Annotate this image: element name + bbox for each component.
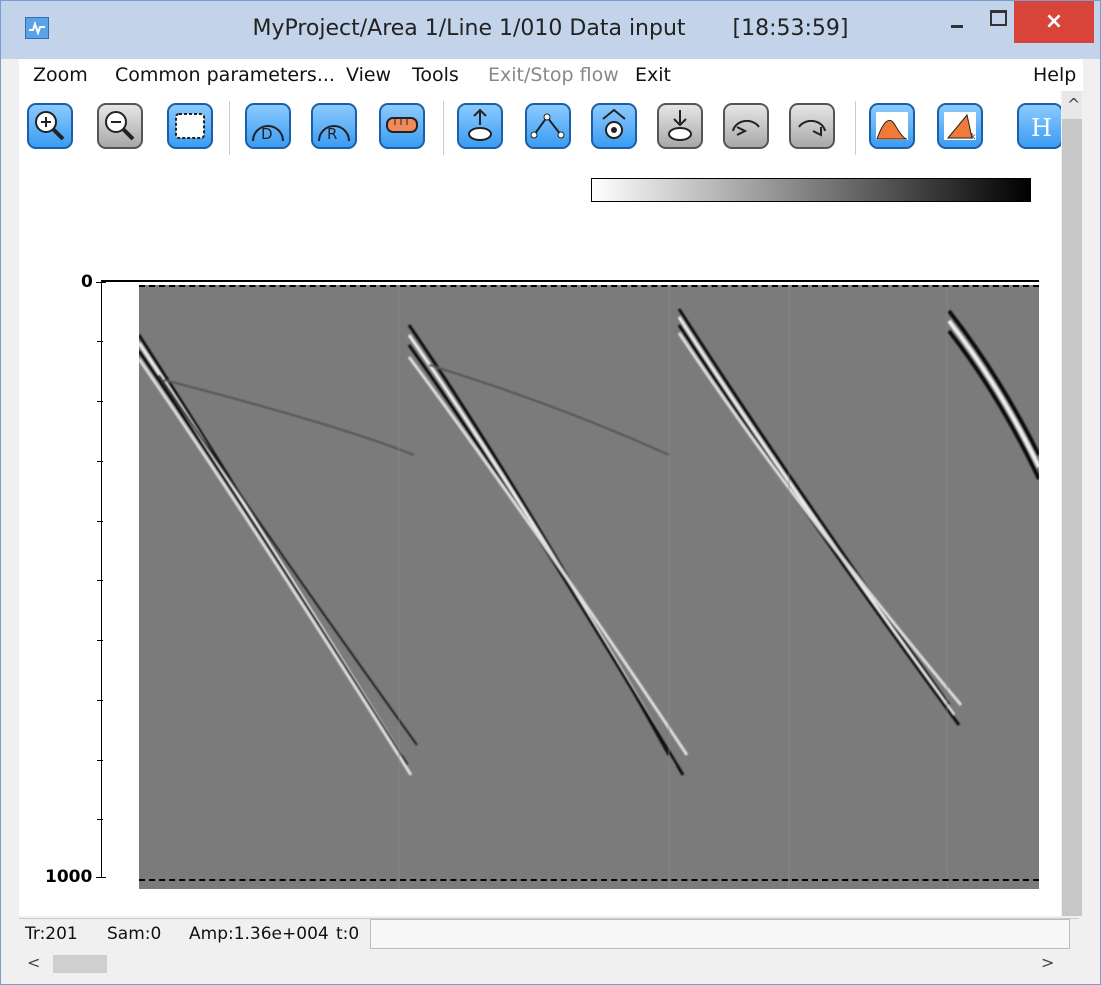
db-download-icon xyxy=(668,110,692,141)
menu-tools[interactable]: Tools xyxy=(412,64,459,86)
spectrum-button[interactable] xyxy=(869,103,915,149)
y-axis-tick xyxy=(97,700,103,701)
y-axis-tick xyxy=(97,341,103,342)
gear-pick-icon xyxy=(602,108,626,139)
header-icon: H xyxy=(1031,114,1052,142)
undo-icon xyxy=(732,119,760,136)
scroll-left-icon[interactable]: < xyxy=(27,953,41,972)
seismic-plot[interactable]: 0 1000 xyxy=(19,169,1061,916)
r-arc-button[interactable]: R xyxy=(311,103,357,149)
zoom-in-button[interactable] xyxy=(27,103,73,149)
window-title-time: [18:53:59] xyxy=(732,16,849,41)
time-end-marker xyxy=(139,879,1039,881)
status-time: t:0 xyxy=(336,924,360,944)
menu-help[interactable]: Help xyxy=(1033,64,1077,86)
status-bar: Tr:201 Sam:0 Amp:1.36e+004 t:0 xyxy=(19,918,1079,951)
spectrum-icon xyxy=(876,112,908,140)
zoom-in-icon xyxy=(35,111,65,141)
plot-top-border xyxy=(101,280,1039,282)
select-area-icon xyxy=(175,113,205,139)
menu-view[interactable]: View xyxy=(346,64,392,86)
y-axis-tick xyxy=(97,640,103,641)
seismic-image[interactable] xyxy=(139,285,1039,889)
d-arc-button[interactable]: D xyxy=(245,103,291,149)
y-axis-tick xyxy=(97,760,103,761)
toolbar: D R k xyxy=(19,91,1061,169)
d-arc-icon: D xyxy=(252,125,284,143)
window-title: MyProject/Area 1/Line 1/010 Data input [… xyxy=(1,16,1100,41)
y-axis-tick xyxy=(97,521,103,522)
db-download-button[interactable] xyxy=(657,103,703,149)
y-axis-tick xyxy=(97,401,103,402)
status-amplitude: Amp:1.36e+004 xyxy=(189,924,329,944)
y-axis xyxy=(101,282,102,877)
svg-text:H: H xyxy=(1031,114,1052,142)
y-axis-tick xyxy=(97,580,103,581)
undo-button[interactable] xyxy=(723,103,769,149)
y-axis-label-max: 1000 xyxy=(45,867,93,887)
ruler-button[interactable] xyxy=(379,103,425,149)
menu-bar: Zoom Common parameters... View Tools Exi… xyxy=(19,59,1083,91)
header-button[interactable]: H xyxy=(1017,103,1061,149)
svg-text:k: k xyxy=(971,132,976,141)
y-axis-tick xyxy=(96,877,106,878)
y-axis-tick xyxy=(96,282,106,283)
toolbar-separator xyxy=(229,101,230,155)
toolbar-separator xyxy=(443,101,444,155)
y-axis-tick xyxy=(97,461,103,462)
ruler-icon xyxy=(386,117,418,133)
select-area-button[interactable] xyxy=(167,103,213,149)
menu-exit[interactable]: Exit xyxy=(635,64,671,86)
close-icon: × xyxy=(1044,9,1064,34)
gear-pick-button[interactable] xyxy=(591,103,637,149)
y-axis-label-min: 0 xyxy=(81,272,93,292)
window-title-path: MyProject/Area 1/Line 1/010 Data input xyxy=(252,16,686,41)
db-upload-icon xyxy=(468,108,492,141)
vertical-scrollbar-thumb[interactable] xyxy=(1062,119,1082,916)
horizontal-scrollbar[interactable]: < > xyxy=(19,951,1079,976)
toolbar-separator xyxy=(855,101,856,155)
zoom-out-icon xyxy=(105,111,135,141)
maximize-button[interactable] xyxy=(984,1,1014,43)
colorbar xyxy=(591,178,1031,202)
seismic-gather-graphic xyxy=(139,285,1039,889)
db-upload-button[interactable] xyxy=(457,103,503,149)
time-zero-marker xyxy=(139,285,1039,287)
menu-common-parameters[interactable]: Common parameters... xyxy=(115,64,335,86)
zoom-out-button[interactable] xyxy=(97,103,143,149)
pick-line-icon xyxy=(530,113,565,139)
svg-text:D: D xyxy=(261,125,273,143)
menu-exit-stop-flow[interactable]: Exit/Stop flow xyxy=(488,64,619,86)
y-axis-tick xyxy=(97,819,103,820)
redo-icon xyxy=(798,119,826,137)
fk-button[interactable]: k xyxy=(937,103,983,149)
close-button[interactable]: × xyxy=(1014,1,1094,43)
app-icon[interactable] xyxy=(25,17,49,39)
minimize-button[interactable] xyxy=(934,1,984,43)
title-bar[interactable]: MyProject/Area 1/Line 1/010 Data input [… xyxy=(1,1,1100,59)
pick-line-button[interactable] xyxy=(525,103,571,149)
status-message-field xyxy=(370,919,1070,949)
status-trace: Tr:201 xyxy=(25,924,78,944)
horizontal-scrollbar-thumb[interactable] xyxy=(53,955,107,973)
svg-text:R: R xyxy=(327,125,337,143)
status-sample: Sam:0 xyxy=(107,924,162,944)
redo-button[interactable] xyxy=(789,103,835,149)
scroll-right-icon[interactable]: > xyxy=(1041,953,1055,972)
r-arc-icon: R xyxy=(318,125,350,143)
fk-icon: k xyxy=(944,112,976,141)
scroll-up-icon[interactable]: ^ xyxy=(1067,95,1081,114)
menu-zoom[interactable]: Zoom xyxy=(33,64,88,86)
